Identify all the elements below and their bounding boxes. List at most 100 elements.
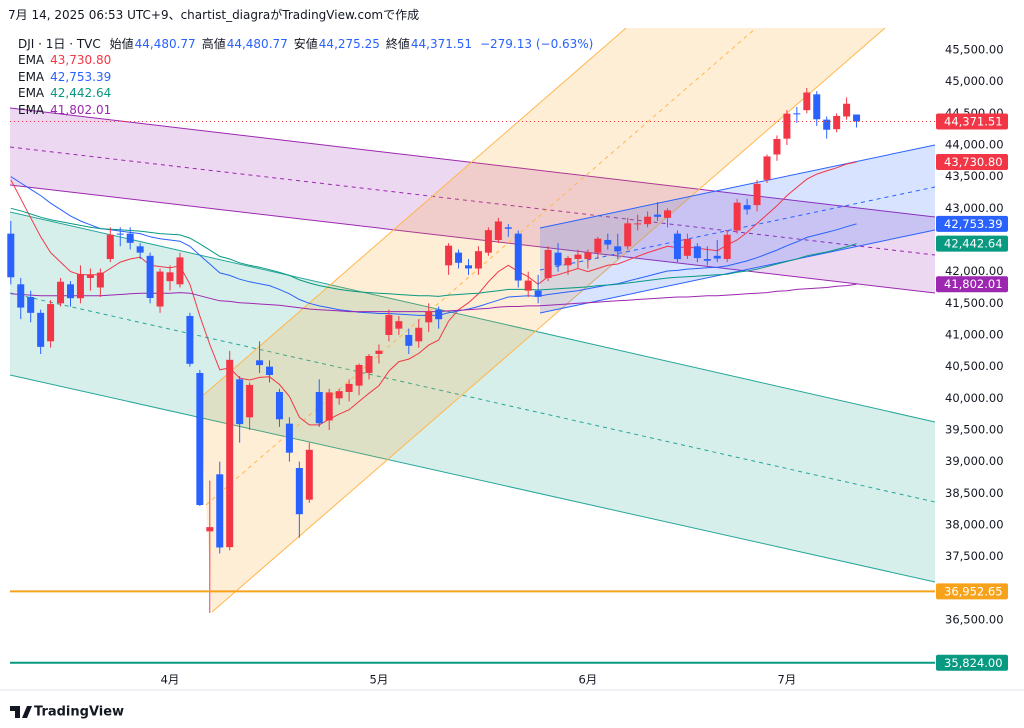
candle-body (644, 216, 652, 225)
ema-label: 42,753.39 (944, 217, 1003, 231)
ema-value: 41,802.01 (50, 103, 112, 118)
candle-body (86, 274, 94, 278)
candle-body (833, 115, 841, 130)
ema-name: EMA (18, 53, 45, 67)
orange-channel-mid (205, 27, 757, 506)
price-label: 44,371.51 (944, 114, 1003, 128)
x-tick-label: 4月 (161, 673, 180, 687)
ema-row: EMA 42,442.64 (18, 85, 111, 102)
candle-body (574, 254, 582, 259)
y-tick-label: 43,000.00 (945, 201, 1004, 215)
y-tick-label: 45,500.00 (945, 42, 1004, 56)
candle-body (435, 309, 443, 320)
ema-row: EMA 42,753.39 (18, 69, 111, 86)
blue-channel-edge (539, 229, 936, 314)
candle-body (534, 290, 542, 297)
legend-item: 安値44,275.25 (290, 37, 381, 51)
ema-row: EMA 43,730.80 (18, 52, 111, 69)
candle-body (355, 364, 363, 386)
y-tick-label: 42,000.00 (945, 264, 1004, 278)
candle-body (554, 252, 562, 266)
ema-label-box (936, 215, 1008, 232)
purple-channel-edge (9, 107, 936, 218)
y-tick-label: 43,500.00 (945, 169, 1004, 183)
candle-body (37, 312, 45, 347)
candle-body (116, 233, 124, 235)
candle-body (126, 233, 134, 243)
candle-body (474, 251, 482, 269)
candle-body (604, 239, 612, 245)
x-tick-label: 7月 (777, 673, 796, 687)
candle-body (285, 423, 293, 453)
ema-legend: EMA 43,730.80 EMA 42,753.39 EMA 42,442.64 EMA 4… (18, 52, 111, 119)
y-tick-label: 38,500.00 (945, 486, 1004, 500)
candle-body (106, 234, 114, 259)
candle-body (275, 391, 283, 420)
legend-label: 高値 (201, 37, 226, 51)
candle-body (76, 273, 84, 299)
candle-body (455, 252, 463, 263)
candle-body (813, 94, 821, 120)
candle-body (703, 258, 711, 261)
legend-label: 始値 (109, 37, 134, 51)
y-tick-label: 41,500.00 (945, 296, 1004, 310)
candle-body (853, 114, 861, 122)
green-channel-mid (9, 292, 936, 503)
candle-body (743, 205, 751, 210)
y-tick-label: 40,500.00 (945, 359, 1004, 373)
ema-label: 43,730.80 (944, 155, 1003, 169)
candle-body (773, 138, 781, 155)
ema-line (10, 207, 857, 297)
candle-body (524, 280, 532, 291)
ema-line (10, 176, 857, 316)
ema-value: 42,753.39 (50, 69, 112, 84)
ema-name: EMA (18, 69, 45, 84)
ema-label-box (936, 276, 1008, 293)
candle-body (494, 221, 502, 240)
candle-body (514, 233, 522, 281)
footer: TradingView (34, 705, 124, 720)
candle-body (823, 119, 831, 130)
candle-body (385, 314, 393, 335)
candle-body (843, 103, 851, 117)
y-tick-label: 37,500.00 (945, 549, 1004, 563)
ema-name: EMA (18, 86, 45, 101)
legend-value: 44,480.77 (226, 37, 288, 51)
legend-change: −279.13 (−0.63%) (479, 37, 594, 51)
candle-body (713, 255, 721, 259)
candle-body (405, 334, 413, 346)
ema-row: EMA 41,802.01 (18, 102, 111, 119)
candle-body (375, 350, 383, 354)
candle-body (7, 233, 15, 278)
candle-body (295, 467, 303, 515)
legend-item: 始値44,480.77 (106, 37, 197, 51)
candle-body (594, 238, 602, 253)
candle-body (803, 92, 811, 111)
ema-label-box (936, 235, 1008, 252)
candle-body (176, 257, 184, 285)
candle-body (484, 230, 492, 253)
orange-channel-edge (211, 27, 886, 613)
candle-body (693, 246, 701, 259)
price-label: 36,952.65 (944, 584, 1003, 598)
ema-name: EMA (18, 103, 45, 118)
candle-body (166, 272, 174, 282)
y-tick-label: 44,000.00 (945, 137, 1004, 151)
candle-body (186, 315, 194, 364)
candle-body (17, 284, 25, 308)
ema-value: 43,730.80 (50, 53, 112, 67)
drawings (9, 27, 936, 613)
y-tick-label: 39,000.00 (945, 454, 1004, 468)
candle-body (236, 379, 244, 425)
y-tick-label: 38,000.00 (945, 517, 1004, 531)
candle-body (47, 304, 55, 342)
caption: 7月 14, 2025 06:53 UTC+9、chartist_diagraが… (8, 8, 420, 22)
candle-body (196, 372, 204, 506)
candle-body (325, 392, 333, 421)
y-tick-label: 39,500.00 (945, 422, 1004, 436)
candle-body (544, 249, 552, 278)
candle-body (146, 255, 154, 298)
candle-body (415, 327, 423, 342)
green-channel-edge (9, 374, 936, 583)
